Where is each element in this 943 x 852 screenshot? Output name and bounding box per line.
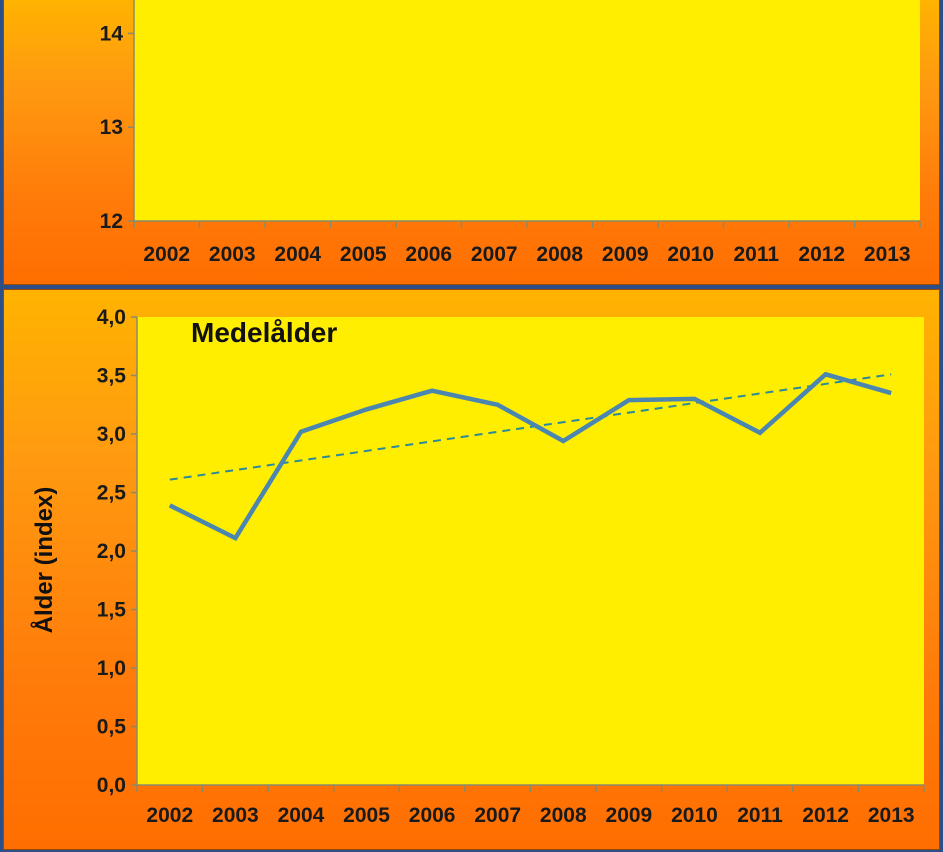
- series-line: [168, 371, 892, 542]
- x-tick-label: 2008: [536, 243, 583, 266]
- x-tick-label: 2010: [667, 243, 714, 266]
- x-tick-label: 2004: [274, 243, 321, 266]
- top-chart-panel: 12 13 14 2002 2003 2004 2005 2006 2007 2008 2009 20…: [3, 0, 940, 285]
- y-tick-label: 0,0: [97, 774, 126, 797]
- y-tick-label: 12: [100, 210, 123, 233]
- y-tick-label: 13: [100, 116, 123, 139]
- y-tick-label: 3,5: [97, 365, 127, 388]
- x-tick-label: 2010: [671, 804, 718, 827]
- x-tick-label: 2004: [278, 804, 325, 827]
- y-tick-label: 4,0: [97, 306, 126, 329]
- top-chart-svg: 12 13 14 2002 2003 2004 2005 2006 2007 2008 2009 20…: [100, 0, 921, 266]
- x-tick-label: 2012: [798, 243, 845, 266]
- x-tick-label: 2003: [209, 243, 256, 266]
- x-tick-label: 2008: [540, 804, 587, 827]
- medelalder-chart-panel: 0,0 0,5 1,0 1,5 2,0 2,5 3,0 3,5 4,0 2002 2003 2004 2…: [3, 289, 940, 850]
- x-tick-label: 2009: [606, 804, 653, 827]
- x-tick-label: 2007: [474, 804, 521, 827]
- y-tick-label: 2,0: [97, 540, 126, 563]
- x-tick-label: 2012: [802, 804, 849, 827]
- y-tick-label: 1,0: [97, 657, 126, 680]
- x-tick-label: 2009: [602, 243, 649, 266]
- x-tick-label: 2002: [143, 243, 190, 266]
- x-tick-label: 2013: [864, 243, 911, 266]
- x-tick-label: 2005: [343, 804, 390, 827]
- y-tick-label: 14: [100, 22, 124, 45]
- y-tick-label: 3,0: [97, 423, 126, 446]
- x-tick-label: 2006: [405, 243, 452, 266]
- y-tick-label: 1,5: [97, 599, 127, 622]
- medelalder-chart-svg: 0,0 0,5 1,0 1,5 2,0 2,5 3,0 3,5 4,0 2002 2003 2004 2…: [30, 306, 925, 827]
- chart-title: Medelålder: [191, 317, 337, 348]
- x-tick-label: 2013: [868, 804, 915, 827]
- x-tick-label: 2002: [146, 804, 193, 827]
- plot-area: [134, 0, 920, 221]
- x-tick-label: 2007: [471, 243, 518, 266]
- y-tick-label: 0,5: [97, 716, 127, 739]
- trend-line: [169, 373, 892, 481]
- x-tick-label: 2011: [737, 804, 783, 827]
- y-axis-title: Ålder (index): [30, 487, 58, 634]
- x-tick-label: 2011: [733, 243, 779, 266]
- x-tick-label: 2006: [409, 804, 456, 827]
- x-tick-label: 2005: [340, 243, 387, 266]
- y-tick-label: 2,5: [97, 482, 127, 505]
- x-tick-label: 2003: [212, 804, 259, 827]
- plot-area: [137, 317, 924, 785]
